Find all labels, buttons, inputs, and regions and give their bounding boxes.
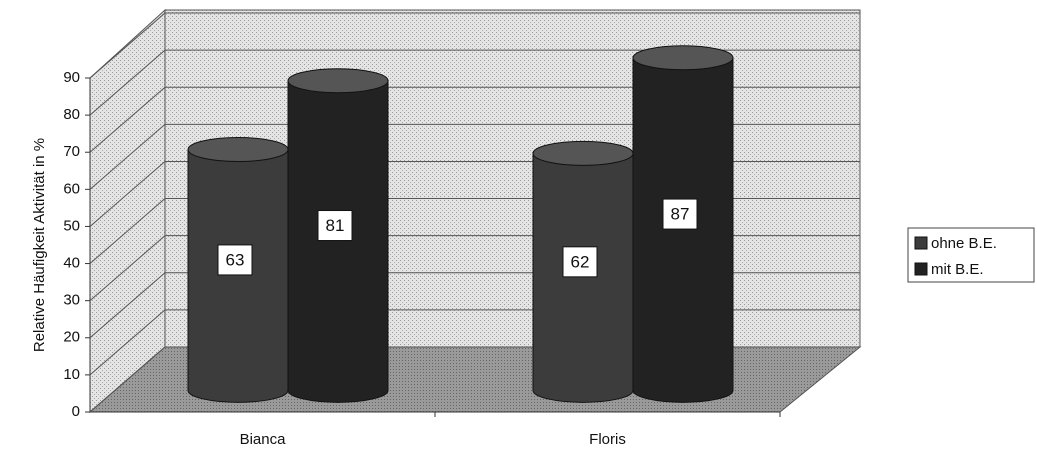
- y-tick-label: 80: [63, 106, 80, 123]
- bar-top: [632, 45, 734, 71]
- y-tick-label: 90: [63, 69, 80, 86]
- y-tick-label: 40: [63, 255, 80, 272]
- y-tick-label: 60: [63, 180, 80, 197]
- y-tick-label: 0: [72, 403, 80, 420]
- legend-label: mit B.E.: [931, 261, 984, 278]
- legend: [907, 227, 1035, 283]
- y-tick-label: 30: [63, 292, 80, 309]
- value-label-box: [562, 246, 598, 278]
- y-axis-label: Relative Häufigkeit Aktivität in %: [31, 138, 48, 352]
- x-tick-label: Bianca: [240, 431, 287, 448]
- grid-line: [89, 161, 166, 227]
- grid-line: [89, 346, 166, 413]
- value-label-box: [217, 244, 253, 276]
- grid-line: [89, 86, 166, 153]
- legend-swatch: [914, 262, 928, 276]
- side-wall: [89, 8, 166, 414]
- grid-line: [89, 12, 166, 79]
- grid-line: [89, 123, 166, 190]
- value-label: 81: [326, 216, 345, 235]
- bar-top: [532, 140, 634, 166]
- y-tick-label: 70: [63, 143, 80, 160]
- grid-line: [89, 272, 166, 339]
- legend-swatch: [914, 236, 928, 250]
- grid-line: [89, 235, 166, 302]
- grid-line: [89, 198, 166, 264]
- value-label: 62: [571, 252, 590, 271]
- legend-label: ohne B.E.: [931, 235, 997, 252]
- y-tick-label: 20: [63, 329, 80, 346]
- value-label: 63: [226, 250, 245, 269]
- y-tick-label: 10: [63, 366, 80, 383]
- bar-top: [287, 68, 389, 94]
- value-label-box: [662, 198, 698, 230]
- bar-top: [187, 137, 289, 163]
- x-tick-label: Floris: [589, 431, 626, 448]
- y-tick-label: 50: [63, 217, 80, 234]
- grid-line: [89, 309, 166, 376]
- value-label: 87: [671, 205, 690, 224]
- grid-line: [89, 49, 166, 116]
- value-label-box: [317, 210, 353, 242]
